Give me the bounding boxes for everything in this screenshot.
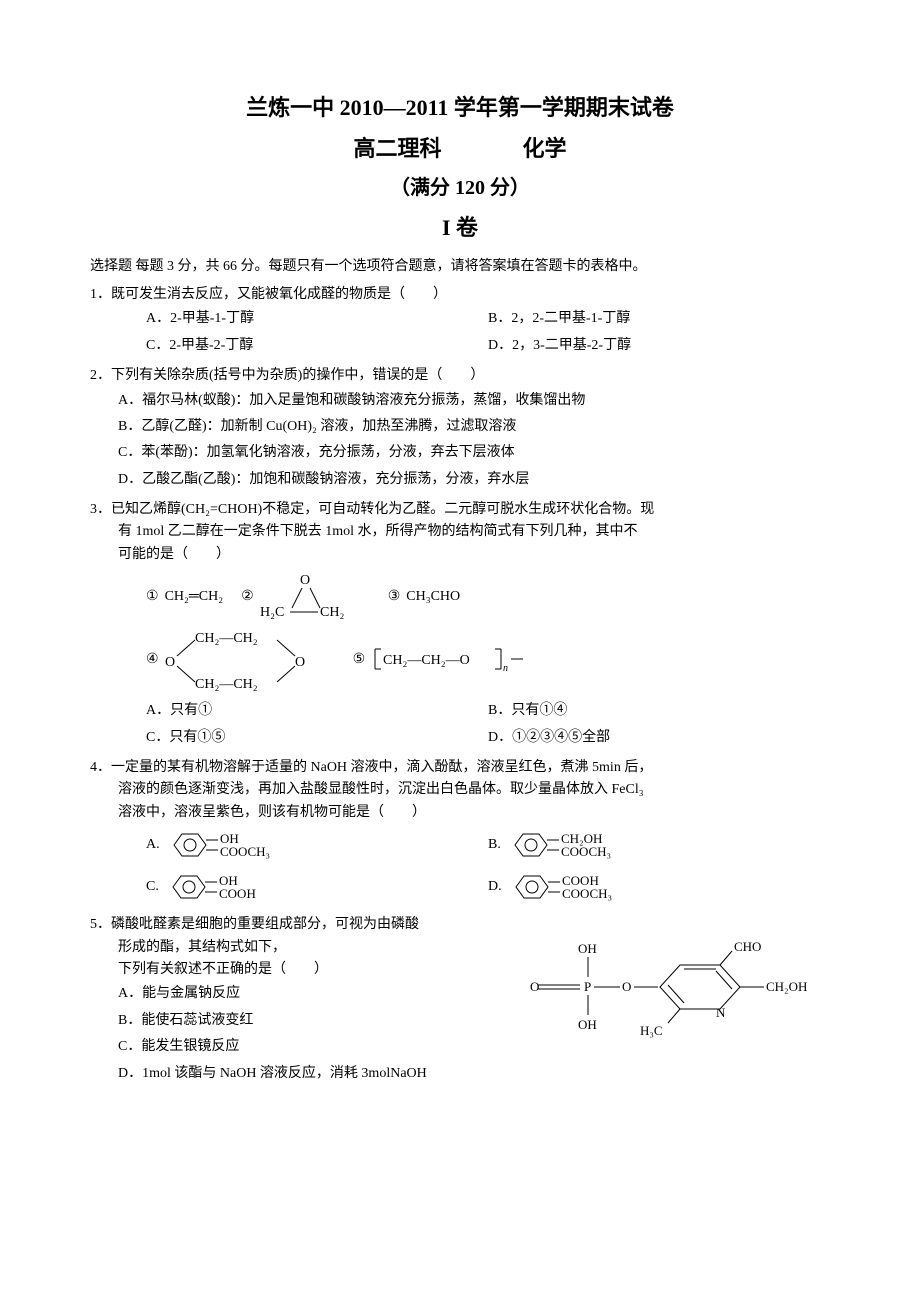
q3-circ-3: ③ — [388, 586, 401, 608]
q1-stem: 既可发生消去反应，又能被氧化成醛的物质是（ ） — [111, 284, 830, 306]
svg-text:OH: OH — [578, 1017, 597, 1032]
q3-circ-4: ④ — [146, 649, 159, 671]
question-3: 3． 已知乙烯醇(CH₂=CHOH)不稳定，可自动转化为乙醛。二元醇可脱水生成环… — [90, 499, 830, 751]
q4-opt-c-label: C. — [146, 876, 159, 898]
q4-opt-b: B. CH₂OH COOCH₃ — [488, 824, 830, 866]
q5-stem-a: 磷酸吡醛素是细胞的重要组成部分，可视为由磷酸 — [111, 914, 830, 936]
doc-subject: 高二理科 化学 — [90, 131, 830, 166]
svg-text:OH: OH — [578, 941, 597, 956]
svg-text:CH₂: CH₂ — [320, 605, 344, 620]
svg-text:COOCH₃: COOCH₃ — [562, 886, 612, 901]
q2-stem: 下列有关除杂质(括号中为杂质)的操作中，错误的是（ ） — [111, 365, 830, 387]
q4-opt-c: C. OH COOH — [146, 866, 488, 908]
q3-formula-1: CH₂═CH₂ — [165, 586, 224, 608]
q5-opt-b: B．能使石蕊试液变红 — [118, 1008, 520, 1034]
q3-stem-b: 有 1mol 乙二醇在一定条件下脱去 1mol 水，所得产物的结构简式有下列几种… — [90, 521, 830, 543]
svg-text:n: n — [503, 663, 508, 674]
q4-opt-a: A. OH COOCH₃ — [146, 824, 488, 866]
q4-opt-b-svg: CH₂OH COOCH₃ — [509, 828, 669, 862]
q5-structure-svg: OH P O OH O CHO CH₂OH — [530, 937, 830, 1057]
q3-circ-1: ① — [146, 586, 159, 608]
q5-stem-c: 下列有关叙述不正确的是（ ） — [118, 959, 520, 981]
svg-text:CH₂—CH₂: CH₂—CH₂ — [195, 631, 258, 646]
doc-score: （满分 120 分） — [90, 172, 830, 204]
question-5: 5． 磷酸吡醛素是细胞的重要组成部分，可视为由磷酸 形成的酯，其结构式如下， 下… — [90, 914, 830, 1087]
svg-text:O: O — [622, 979, 631, 994]
svg-text:H₃C: H₃C — [640, 1023, 663, 1038]
q5-opt-a: A．能与金属钠反应 — [118, 981, 520, 1007]
q4-opt-d-svg: COOH COOCH₃ — [510, 870, 670, 904]
q4-stem-b: 溶液的颜色逐渐变浅，再加入盐酸显酸性时，沉淀出白色晶体。取少量晶体放入 FeCl… — [90, 779, 830, 801]
q3-stem-a: 已知乙烯醇(CH₂=CHOH)不稳定，可自动转化为乙醛。二元醇可脱水生成环状化合… — [111, 499, 830, 521]
svg-text:CH₂—CH₂: CH₂—CH₂ — [195, 677, 258, 692]
q4-opt-c-svg: OH COOH — [167, 870, 317, 904]
q5-opt-c: C．能发生银镜反应 — [118, 1034, 520, 1060]
q1-num: 1． — [90, 284, 111, 306]
q1-opt-d: D．2，3-二甲基-2-丁醇 — [488, 333, 830, 359]
svg-text:O: O — [165, 655, 175, 670]
q4-opt-a-svg: OH COOCH₃ — [168, 828, 318, 862]
svg-text:O: O — [530, 979, 539, 994]
svg-text:COOH: COOH — [219, 886, 256, 901]
q2-opt-c: C．苯(苯酚)：加氢氧化钠溶液，充分振荡，分液，弃去下层液体 — [118, 440, 830, 466]
q2-num: 2． — [90, 365, 111, 387]
q2-opt-d: D．乙酸乙酯(乙酸)：加饱和碳酸钠溶液，充分振荡，分液，弃水层 — [118, 467, 830, 493]
doc-part: I 卷 — [90, 210, 830, 245]
q4-stem-a: 一定量的某有机物溶解于适量的 NaOH 溶液中，滴入酚酞，溶液呈红色，煮沸 5m… — [111, 757, 830, 779]
q2-opt-b: B．乙醇(乙醛)：加新制 Cu(OH)₂ 溶液，加热至沸腾，过滤取溶液 — [118, 414, 830, 440]
q3-formula-4-svg: CH₂—CH₂ CH₂—CH₂ O O — [165, 628, 335, 692]
svg-text:CH₂—CH₂—O: CH₂—CH₂—O — [383, 653, 470, 668]
question-4: 4． 一定量的某有机物溶解于适量的 NaOH 溶液中，滴入酚酞，溶液呈红色，煮沸… — [90, 757, 830, 908]
question-2: 2． 下列有关除杂质(括号中为杂质)的操作中，错误的是（ ） A．福尔马林(蚁酸… — [90, 365, 830, 493]
q4-opt-b-label: B. — [488, 834, 501, 856]
question-1: 1． 既可发生消去反应，又能被氧化成醛的物质是（ ） A．2-甲基-1-丁醇 B… — [90, 284, 830, 359]
svg-text:P: P — [584, 979, 591, 994]
svg-text:COOCH₃: COOCH₃ — [220, 844, 270, 859]
doc-title: 兰炼一中 2010—2011 学年第一学期期末试卷 — [90, 90, 830, 125]
subject-left: 高二理科 — [353, 136, 441, 161]
q4-opt-d: D. COOH COOCH₃ — [488, 866, 830, 908]
q3-opt-d: D．①②③④⑤全部 — [488, 725, 830, 751]
q1-opt-a: A．2-甲基-1-丁醇 — [146, 306, 488, 332]
svg-text:CHO: CHO — [734, 939, 761, 954]
section-instruction: 选择题 每题 3 分，共 66 分。每题只有一个选项符合题意，请将答案填在答题卡… — [90, 256, 830, 278]
q5-num: 5． — [90, 914, 111, 936]
q3-structures: ① CH₂═CH₂ ② O H₂C CH₂ ③ CH₃CHO — [90, 572, 830, 692]
svg-text:O: O — [295, 655, 305, 670]
q5-opt-d: D．1mol 该酯与 NaOH 溶液反应，消耗 3molNaOH — [118, 1061, 520, 1087]
q3-formula-5-svg: CH₂—CH₂—O n — [371, 645, 541, 675]
q3-circ-2: ② — [241, 586, 254, 608]
svg-text:N: N — [716, 1005, 726, 1020]
q3-formula-2-svg: O H₂C CH₂ — [260, 572, 370, 622]
q2-opt-a: A．福尔马林(蚁酸)：加入足量饱和碳酸钠溶液充分振荡，蒸馏，收集馏出物 — [118, 388, 830, 414]
svg-text:O: O — [300, 573, 310, 588]
q1-opt-b: B．2，2-二甲基-1-丁醇 — [488, 306, 830, 332]
q4-opt-d-label: D. — [488, 876, 502, 898]
q3-opt-b: B．只有①④ — [488, 698, 830, 724]
q3-formula-3: CH₃CHO — [406, 586, 460, 608]
svg-text:COOCH₃: COOCH₃ — [561, 844, 611, 859]
q3-opt-c: C．只有①⑤ — [146, 725, 488, 751]
q4-opt-a-label: A. — [146, 834, 160, 856]
svg-text:H₂C: H₂C — [260, 605, 284, 620]
q3-circ-5: ⑤ — [353, 649, 366, 671]
q3-num: 3． — [90, 499, 111, 521]
q5-stem-b: 形成的酯，其结构式如下， — [118, 937, 520, 959]
svg-text:CH₂OH: CH₂OH — [766, 979, 807, 994]
subject-right: 化学 — [523, 136, 567, 161]
q3-stem-c: 可能的是（ ） — [90, 544, 830, 566]
q4-stem-c: 溶液中，溶液呈紫色，则该有机物可能是（ ） — [90, 802, 830, 824]
q3-opt-a: A．只有① — [146, 698, 488, 724]
q4-num: 4． — [90, 757, 111, 779]
q1-opt-c: C．2-甲基-2-丁醇 — [146, 333, 488, 359]
